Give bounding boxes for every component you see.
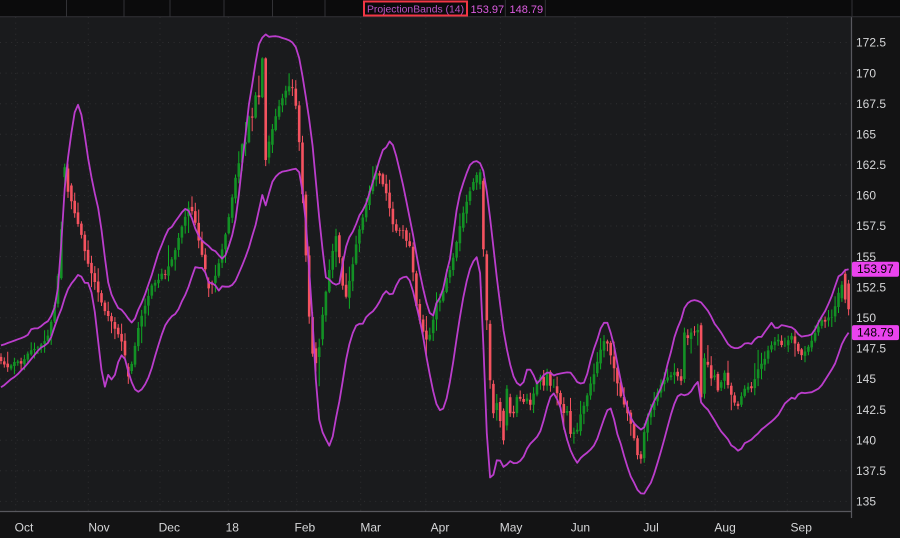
svg-text:152.5: 152.5	[856, 280, 886, 294]
svg-text:153.97: 153.97	[857, 262, 894, 276]
svg-text:ProjectionBands (14): ProjectionBands (14)	[367, 5, 464, 16]
svg-text:Mar: Mar	[360, 521, 381, 535]
svg-text:135: 135	[856, 495, 876, 509]
svg-text:148.79: 148.79	[857, 326, 894, 340]
svg-text:172.5: 172.5	[856, 36, 886, 50]
svg-text:May: May	[500, 521, 523, 535]
svg-text:Aug: Aug	[714, 521, 735, 535]
svg-text:147.5: 147.5	[856, 342, 886, 356]
svg-text:18: 18	[226, 521, 240, 535]
svg-text:Apr: Apr	[431, 521, 450, 535]
svg-text:140: 140	[856, 433, 876, 447]
svg-text:Dec: Dec	[159, 521, 180, 535]
svg-text:Oct: Oct	[15, 521, 34, 535]
svg-text:Sep: Sep	[791, 521, 813, 535]
svg-text:170: 170	[856, 66, 876, 80]
svg-text:155: 155	[856, 250, 876, 264]
svg-text:145: 145	[856, 372, 876, 386]
svg-text:Nov: Nov	[88, 521, 109, 535]
svg-text:Jun: Jun	[571, 521, 590, 535]
svg-text:153.97: 153.97	[471, 4, 505, 16]
svg-text:142.5: 142.5	[856, 403, 886, 417]
svg-text:Jul: Jul	[643, 521, 658, 535]
svg-text:150: 150	[856, 311, 876, 325]
svg-text:165: 165	[856, 128, 876, 142]
svg-text:160: 160	[856, 189, 876, 203]
svg-text:167.5: 167.5	[856, 97, 886, 111]
svg-text:137.5: 137.5	[856, 464, 886, 478]
svg-text:Feb: Feb	[295, 521, 316, 535]
svg-text:157.5: 157.5	[856, 219, 886, 233]
svg-text:162.5: 162.5	[856, 158, 886, 172]
svg-text:148.79: 148.79	[510, 4, 544, 16]
